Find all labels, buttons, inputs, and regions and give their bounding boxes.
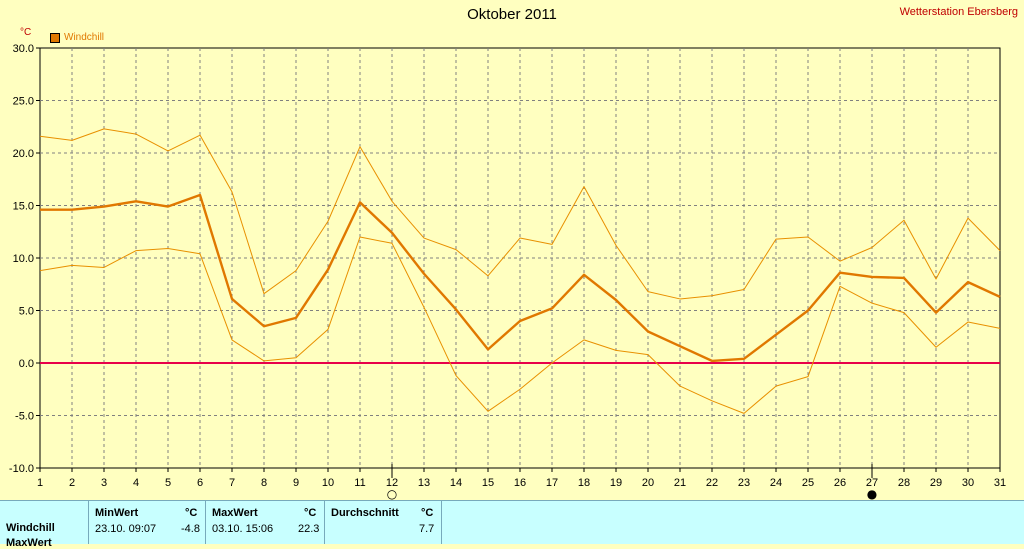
x-tick-label: 5 <box>165 477 171 489</box>
x-tick-label: 13 <box>418 477 430 489</box>
row-label-second: MaxWert <box>6 537 52 549</box>
y-tick-label: 10.0 <box>13 253 34 265</box>
max-unit: °C <box>304 507 317 519</box>
min-value: -4.8 <box>181 523 200 535</box>
x-tick-label: 22 <box>706 477 718 489</box>
y-tick-label: 0.0 <box>19 358 34 370</box>
legend-label: Windchill <box>64 32 105 43</box>
row-label-windchill: Windchill <box>6 522 55 534</box>
x-tick-label: 27 <box>866 477 878 489</box>
max-column: MaxWert °C 03.10. 15:06 22.3 <box>205 501 324 544</box>
avg-value: 7.7 <box>419 523 435 535</box>
min-column: MinWert °C 23.10. 09:07 -4.8 <box>88 501 205 544</box>
y-tick-label: 20.0 <box>13 148 34 160</box>
y-axis-unit: °C <box>20 27 32 38</box>
x-tick-label: 3 <box>101 477 107 489</box>
moon-marker-icon: ● <box>867 487 877 500</box>
stats-panel: MinWert °C 23.10. 09:07 -4.8 MaxWert °C … <box>0 500 1024 549</box>
x-tick-label: 30 <box>962 477 974 489</box>
x-tick-label: 24 <box>770 477 782 489</box>
x-tick-label: 9 <box>293 477 299 489</box>
series-line-windchill <box>40 193 1001 363</box>
x-tick-label: 31 <box>994 477 1006 489</box>
y-tick-label: 15.0 <box>13 201 34 213</box>
station-name: Wetterstation Ebersberg <box>899 6 1018 18</box>
x-tick-label: 16 <box>514 477 526 489</box>
chart-canvas: 1 2 3 4 5 6 7 8 9 10 11 12 13 14 15 16 17 18 19 20 21 22 23 24 2… <box>9 43 1006 500</box>
x-tick-label: 21 <box>674 477 686 489</box>
x-tick-label: 19 <box>610 477 622 489</box>
avg-column: Durchschnitt °C 7.7 <box>324 501 442 544</box>
x-tick-label: 12 <box>386 477 398 489</box>
x-tick-label: 7 <box>229 477 235 489</box>
min-unit: °C <box>185 507 198 519</box>
x-tick-label: 18 <box>578 477 590 489</box>
x-tick-label: 20 <box>642 477 654 489</box>
y-tick-label: 25.0 <box>13 96 34 108</box>
x-tick-label: 14 <box>450 477 462 489</box>
max-time: 03.10. 15:06 <box>212 523 274 535</box>
series-line-max <box>39 128 1001 300</box>
max-header: MaxWert <box>212 507 258 519</box>
legend: Windchill <box>50 32 104 43</box>
max-value: 22.3 <box>298 523 320 535</box>
y-tick-label: -10.0 <box>9 463 34 475</box>
min-header: MinWert <box>95 507 139 519</box>
legend-swatch <box>50 32 60 43</box>
y-tick-label: 30.0 <box>13 43 34 55</box>
x-tick-label: 6 <box>197 477 203 489</box>
x-tick-label: 15 <box>482 477 494 489</box>
x-tick-label: 17 <box>546 477 558 489</box>
x-tick-label: 4 <box>133 477 139 489</box>
series-line-min <box>39 236 1001 414</box>
x-tick-label: 28 <box>898 477 910 489</box>
x-tick-label: 8 <box>261 477 267 489</box>
x-tick-label: 25 <box>802 477 814 489</box>
avg-header: Durchschnitt <box>331 507 399 519</box>
x-tick-label: 29 <box>930 477 942 489</box>
x-tick-label: 23 <box>738 477 750 489</box>
x-tick-label: 11 <box>354 477 365 489</box>
avg-unit: °C <box>421 507 434 519</box>
x-tick-label: 10 <box>322 477 334 489</box>
x-tick-label: 26 <box>834 477 846 489</box>
chart-title: Oktober 2011 <box>467 6 557 23</box>
x-tick-label: 1 <box>37 477 43 489</box>
x-tick-label: 2 <box>69 477 75 489</box>
y-tick-label: 5.0 <box>19 306 34 318</box>
min-time: 23.10. 09:07 <box>95 523 157 535</box>
moon-marker-icon: ○ <box>387 487 397 500</box>
y-tick-label: -5.0 <box>15 411 34 423</box>
